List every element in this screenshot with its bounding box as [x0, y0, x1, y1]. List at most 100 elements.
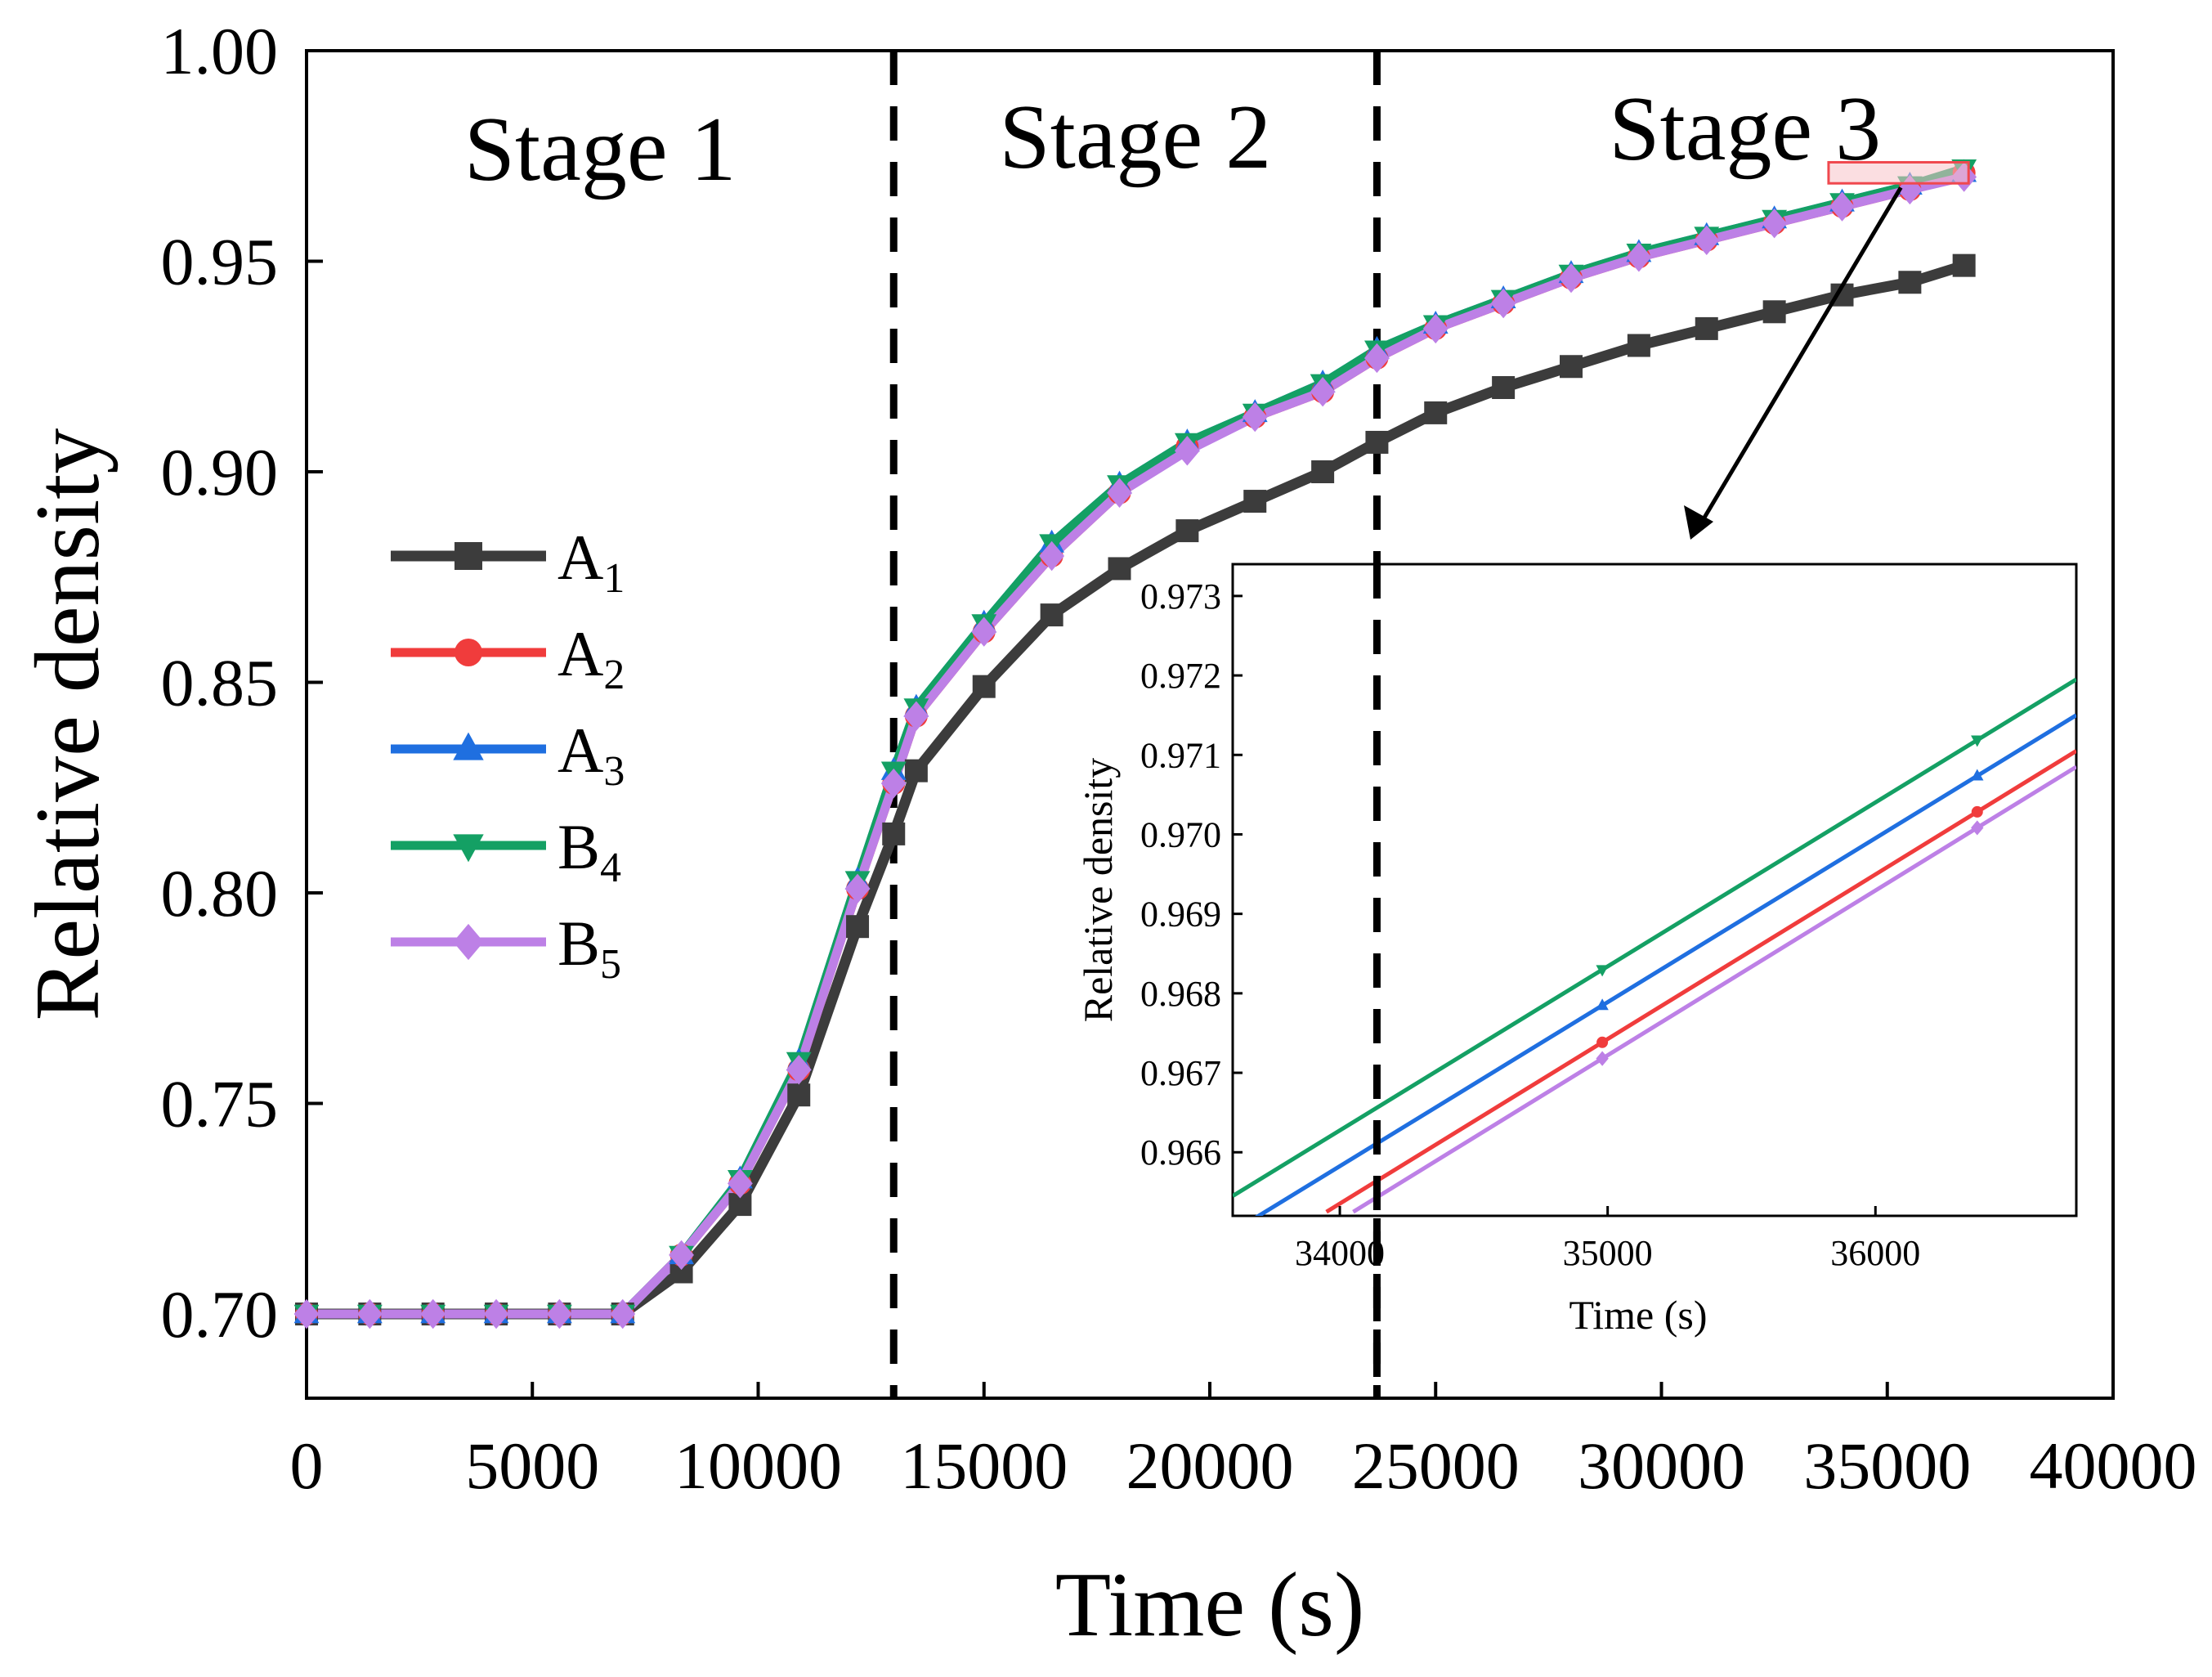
data-point-A1	[1175, 519, 1199, 543]
inset-data-point-B4	[1596, 965, 1609, 977]
inset-y-tick-label: 0.968	[1140, 974, 1221, 1014]
data-point-A1	[1952, 253, 1976, 277]
data-point-B5	[1558, 262, 1584, 294]
data-point-B5	[1107, 478, 1132, 508]
inset-data-point-A3	[1596, 998, 1609, 1011]
legend-label-subscript: 5	[600, 941, 621, 988]
inset-y-tick-label: 0.970	[1140, 814, 1221, 854]
data-point-A1	[1243, 490, 1267, 513]
inset-y-axis-label: Relative density	[1075, 758, 1121, 1023]
data-point-B5	[483, 1298, 509, 1329]
inset-data-point-A2	[1971, 805, 1983, 818]
data-point-A1	[1695, 316, 1718, 340]
inset-data-point-A3	[1971, 769, 1984, 781]
legend-label-base: A	[557, 715, 603, 786]
inset-x-tick-label: 35000	[1563, 1233, 1653, 1273]
y-tick-label: 1.00	[161, 14, 279, 88]
data-point-B5	[903, 701, 929, 731]
y-tick-label: 0.85	[161, 646, 279, 720]
data-point-A1	[1040, 603, 1063, 627]
y-tick-label: 0.90	[161, 435, 279, 509]
data-point-A1	[1762, 300, 1786, 324]
data-point-B5	[547, 1298, 572, 1329]
data-point-A1	[882, 822, 906, 845]
data-point-A1	[787, 1083, 811, 1107]
data-point-B5	[1490, 288, 1516, 319]
data-point-B5	[880, 768, 907, 799]
data-point-B5	[1039, 540, 1065, 572]
inset-series-line-A2	[1325, 749, 2076, 1214]
x-tick-label: 10000	[674, 1428, 842, 1503]
y-axis-label: Relative density	[17, 428, 119, 1021]
x-tick-label: 25000	[1352, 1428, 1520, 1503]
legend-label-base: B	[557, 908, 600, 979]
y-tick-label: 0.80	[161, 856, 279, 930]
data-point-A1	[1108, 557, 1131, 581]
data-point-B5	[1310, 376, 1336, 407]
inset-frame	[1231, 563, 2078, 1217]
legend-label-A2: A2	[557, 618, 625, 698]
legend-label-B4: B4	[557, 811, 621, 891]
data-point-B5	[971, 617, 997, 647]
data-point-B5	[420, 1298, 446, 1329]
y-tick-label: 0.70	[161, 1277, 279, 1352]
stage-label: Stage 2	[999, 87, 1271, 188]
legend-marker-A1	[454, 542, 482, 570]
data-point-B5	[669, 1240, 694, 1271]
data-point-A1	[846, 915, 870, 939]
data-point-A1	[972, 675, 996, 698]
legend-marker-B4	[453, 834, 484, 863]
data-point-B5	[610, 1298, 636, 1329]
data-point-B5	[1242, 401, 1268, 433]
inset-data-point-A2	[1596, 1036, 1609, 1048]
x-axis-label: Time (s)	[1055, 1554, 1365, 1656]
data-point-B5	[356, 1298, 383, 1329]
legend-label-A3: A3	[557, 715, 625, 795]
data-point-B5	[293, 1298, 320, 1329]
data-point-B5	[1762, 208, 1788, 239]
legend-label-subscript: 4	[600, 845, 621, 891]
x-tick-label: 5000	[465, 1428, 599, 1503]
data-point-B5	[1422, 313, 1449, 344]
legend-label-subscript: 1	[603, 555, 625, 602]
zoom-arrow-line	[1699, 186, 1903, 523]
legend-label-subscript: 2	[603, 652, 625, 698]
data-point-B5	[786, 1055, 812, 1085]
data-point-A1	[1627, 334, 1650, 357]
inset-data-point-B5	[1596, 1051, 1609, 1066]
y-tick-label: 0.75	[161, 1067, 279, 1141]
inset-y-tick-label: 0.969	[1140, 895, 1221, 935]
inset-x-tick-label: 34000	[1295, 1233, 1385, 1273]
inset-series-line-B4	[1233, 677, 2076, 1198]
data-point-B5	[1829, 191, 1855, 222]
x-tick-label: 30000	[1578, 1428, 1745, 1503]
data-point-A1	[1424, 401, 1448, 424]
legend-marker-A3	[453, 732, 484, 760]
data-point-B5	[844, 873, 871, 904]
inset-data-point-B5	[1971, 820, 1984, 836]
legend-label-A1: A1	[557, 522, 625, 602]
inset-y-tick-label: 0.973	[1140, 576, 1221, 617]
zoom-arrow-head	[1684, 505, 1713, 540]
data-point-B5	[1174, 436, 1200, 466]
y-tick-label: 0.95	[161, 225, 279, 299]
inset-y-tick-label: 0.972	[1140, 656, 1221, 696]
legend-label-base: A	[557, 522, 603, 593]
legend-label-base: B	[557, 811, 600, 882]
inset-y-tick-label: 0.966	[1140, 1132, 1221, 1173]
zoom-highlight-box	[1827, 160, 1970, 185]
x-tick-label: 35000	[1803, 1428, 1971, 1503]
inset-data-point-B4	[1971, 735, 1984, 747]
legend-marker-A2	[454, 639, 482, 666]
series-line-B5	[307, 173, 1965, 1319]
inset-x-tick-label: 36000	[1830, 1233, 1920, 1273]
data-point-B5	[1694, 225, 1720, 255]
stage-label: Stage 1	[464, 99, 737, 200]
data-point-A1	[1898, 271, 1922, 294]
inset-y-tick-label: 0.967	[1140, 1053, 1221, 1093]
legend-label-base: A	[557, 618, 603, 689]
data-point-A1	[1365, 430, 1389, 454]
x-tick-label: 20000	[1126, 1428, 1294, 1503]
